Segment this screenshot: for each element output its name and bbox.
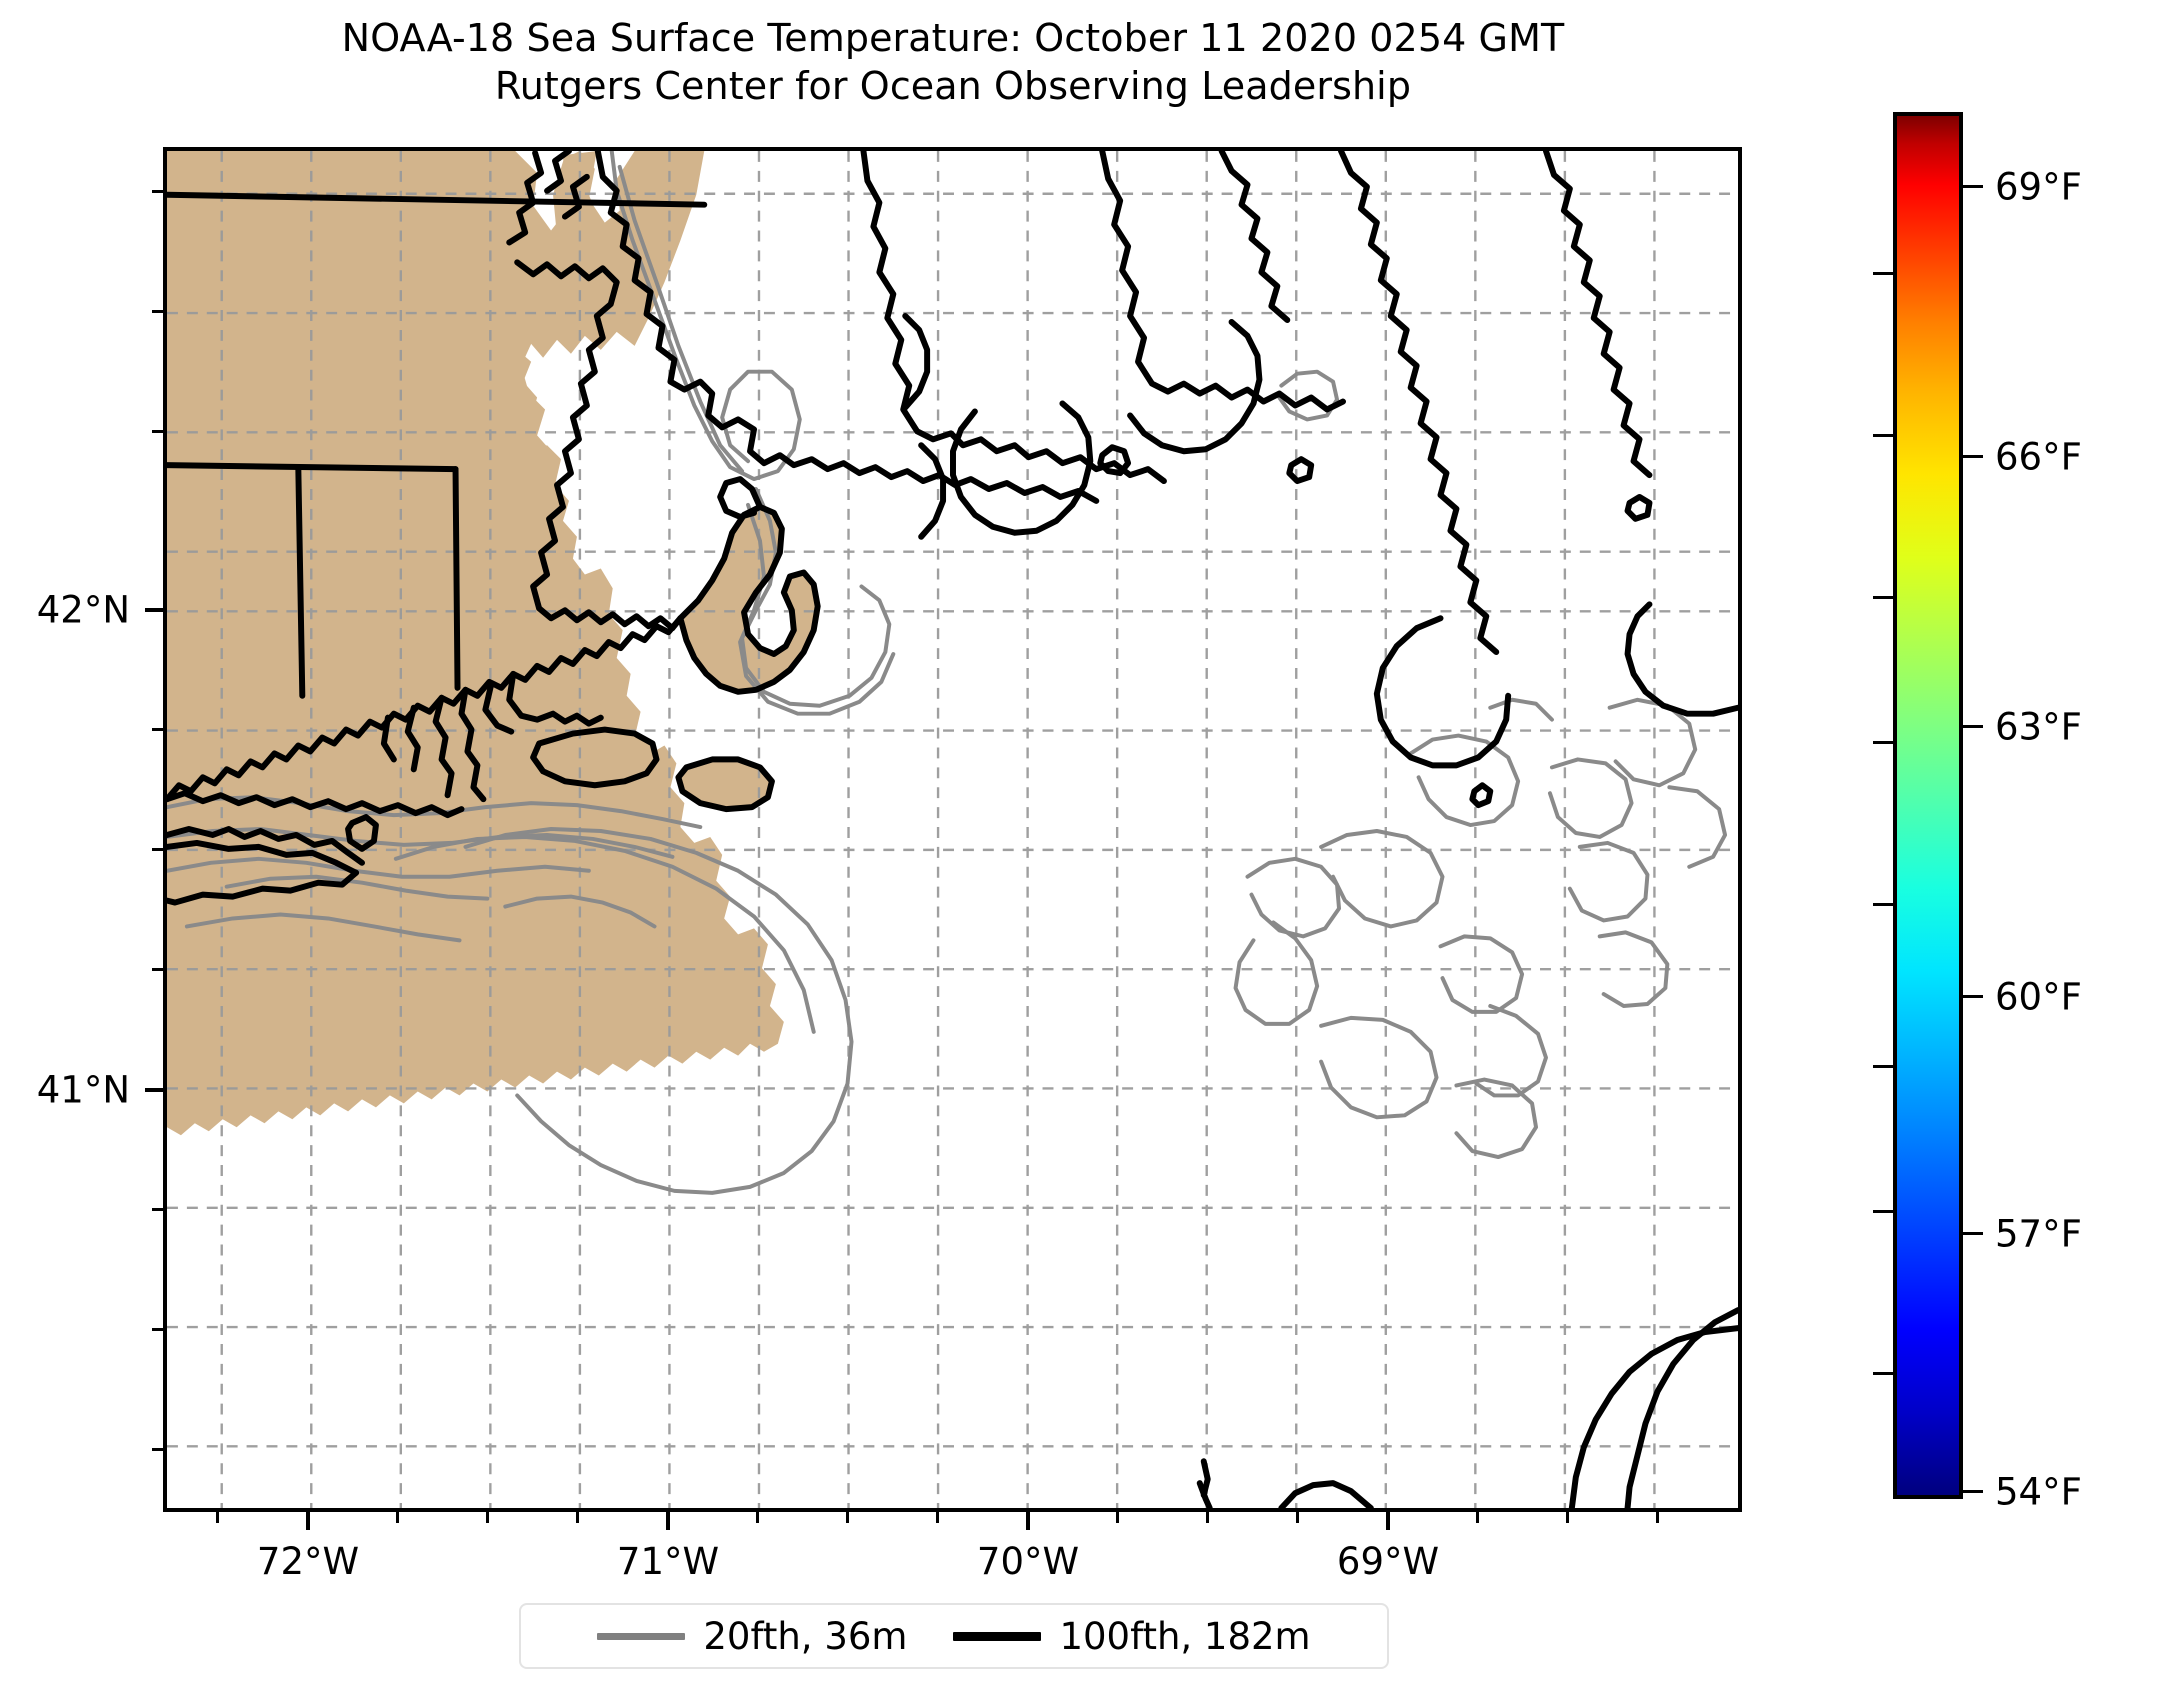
- map-gridlines: [167, 151, 1738, 1508]
- colorbar-label-57f: 57°F: [1995, 1212, 2082, 1256]
- page-title: NOAA-18 Sea Surface Temperature: October…: [163, 14, 1743, 110]
- ytick-mark-minor: [152, 190, 163, 193]
- colorbar-tick-f-54: [1963, 1490, 1983, 1493]
- colorbar-tick-c-13: [1873, 1372, 1893, 1375]
- land-long-island: [167, 842, 357, 903]
- state-boundary-ct-ma-north: [167, 462, 459, 473]
- ytick-mark-41n: [145, 1088, 163, 1092]
- colorbar-label-69f: 69°F: [1995, 165, 2082, 209]
- colorbar-tick-f-63: [1963, 725, 1983, 728]
- xtick-mark-minor: [1116, 1512, 1119, 1523]
- ytick-mark-minor: [152, 1448, 163, 1451]
- colorbar-tick-c-18: [1873, 596, 1893, 599]
- isobath-legend: 20fth, 36m 100fth, 182m: [519, 1603, 1389, 1669]
- colorbar-tick-c-16: [1873, 903, 1893, 906]
- colorbar-label-54f: 54°F: [1995, 1470, 2082, 1514]
- legend-line-100fth-icon: [953, 1631, 1042, 1641]
- land-marthas-vineyard: [533, 729, 657, 786]
- xtick-mark-72w: [306, 1512, 310, 1530]
- ytick-mark-minor: [152, 968, 163, 971]
- xtick-mark-minor: [1296, 1512, 1299, 1523]
- colorbar-tick-c-17: [1873, 741, 1893, 744]
- map-canvas: [167, 151, 1738, 1508]
- colorbar-tick-c-19: [1873, 434, 1893, 437]
- land-mask-layer: [167, 151, 818, 1136]
- state-boundary-ct-ny-hudson: [295, 466, 306, 699]
- xtick-label-69w: 69°W: [1336, 1540, 1440, 1583]
- legend-entry-20fth: 20fth, 36m: [597, 1615, 907, 1658]
- legend-label-20fth: 20fth, 36m: [703, 1614, 908, 1658]
- sst-colorbar[interactable]: [1893, 112, 1963, 1499]
- xtick-mark-minor: [576, 1512, 579, 1523]
- xtick-mark-minor: [1656, 1512, 1659, 1523]
- xtick-label-70w: 70°W: [976, 1540, 1080, 1583]
- ytick-mark-minor: [152, 430, 163, 433]
- colorbar-tick-c-20: [1873, 272, 1893, 275]
- colorbar-tick-c-14: [1873, 1210, 1893, 1213]
- colorbar-tick-f-60: [1963, 995, 1983, 998]
- title-line-1: NOAA-18 Sea Surface Temperature: October…: [341, 16, 1565, 60]
- xtick-mark-minor: [396, 1512, 399, 1523]
- ytick-mark-minor: [152, 1208, 163, 1211]
- colorbar-label-60f: 60°F: [1995, 975, 2082, 1019]
- legend-label-100fth: 100fth, 182m: [1059, 1614, 1311, 1658]
- ytick-label-42n: 42°N: [36, 588, 130, 632]
- xtick-mark-69w: [1386, 1512, 1390, 1530]
- colorbar-gradient: [1893, 112, 1963, 1499]
- ytick-mark-minor: [152, 728, 163, 731]
- isobath-20fth-layer: [167, 151, 1728, 1195]
- xtick-mark-70w: [1026, 1512, 1030, 1530]
- ytick-mark-minor: [152, 1328, 163, 1331]
- colorbar-tick-f-66: [1963, 455, 1983, 458]
- xtick-mark-minor: [846, 1512, 849, 1523]
- colorbar-tick-f-57: [1963, 1232, 1983, 1235]
- ytick-mark-42n: [145, 608, 163, 612]
- xtick-mark-minor: [1206, 1512, 1209, 1523]
- sst-map-panel[interactable]: [163, 147, 1742, 1512]
- land-mainland-fill: [167, 151, 705, 1038]
- xtick-mark-minor: [1566, 1512, 1569, 1523]
- legend-line-20fth-icon: [597, 1632, 686, 1640]
- state-boundary-ct-ri: [452, 466, 461, 691]
- xtick-label-72w: 72°W: [256, 1540, 360, 1583]
- ytick-mark-minor: [152, 310, 163, 313]
- xtick-mark-71w: [666, 1512, 670, 1530]
- colorbar-tick-c-15: [1873, 1065, 1893, 1068]
- xtick-mark-minor: [1476, 1512, 1479, 1523]
- state-boundary-ma-nh: [167, 191, 708, 208]
- legend-entry-100fth: 100fth, 182m: [953, 1614, 1311, 1658]
- xtick-mark-minor: [486, 1512, 489, 1523]
- colorbar-label-66f: 66°F: [1995, 435, 2082, 479]
- title-line-2: Rutgers Center for Ocean Observing Leade…: [494, 64, 1412, 108]
- coastline-and-isobath-100fth-layer: [167, 151, 1738, 1508]
- ytick-label-41n: 41°N: [36, 1068, 130, 1112]
- xtick-mark-minor: [936, 1512, 939, 1523]
- colorbar-label-63f: 63°F: [1995, 705, 2082, 749]
- colorbar-tick-f-69: [1963, 185, 1983, 188]
- xtick-mark-minor: [216, 1512, 219, 1523]
- xtick-mark-minor: [756, 1512, 759, 1523]
- land-nantucket: [678, 759, 772, 810]
- ytick-mark-minor: [152, 848, 163, 851]
- xtick-label-71w: 71°W: [616, 1540, 720, 1583]
